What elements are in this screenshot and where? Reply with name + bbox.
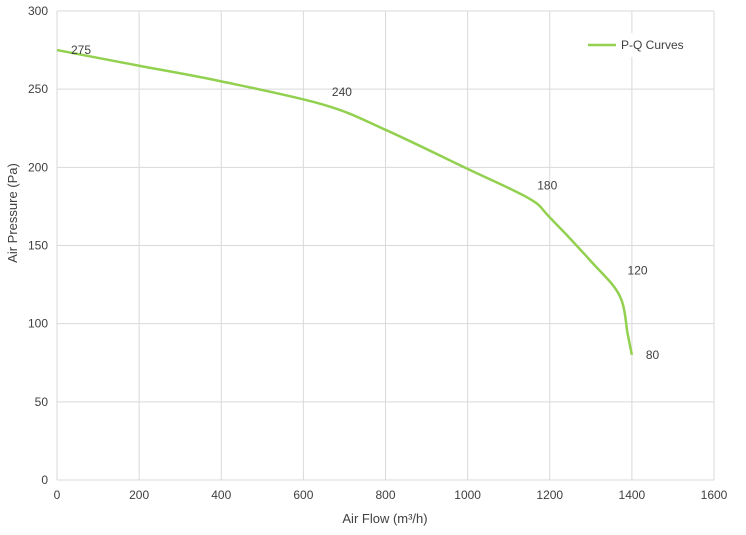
legend-label: P-Q Curves — [621, 38, 684, 52]
y-tick-label: 200 — [28, 160, 48, 174]
series-line — [56, 48, 634, 356]
legend: P-Q Curves — [578, 33, 698, 57]
data-label: 240 — [332, 85, 352, 99]
y-tick-label: 50 — [35, 395, 49, 409]
data-label: 275 — [71, 43, 91, 57]
series-layer — [56, 48, 634, 356]
x-axis-title: Air Flow (m³/h) — [342, 511, 427, 526]
data-label: 120 — [628, 264, 648, 278]
y-tick-label: 100 — [28, 317, 48, 331]
y-tick-label: 0 — [41, 473, 48, 487]
y-axis-ticks: 0 50 100 150 200 250 300 — [28, 4, 48, 487]
gridlines — [56, 10, 715, 481]
y-tick-label: 250 — [28, 82, 48, 96]
y-tick-label: 150 — [28, 239, 48, 253]
x-tick-label: 400 — [211, 488, 231, 502]
x-tick-label: 600 — [293, 488, 313, 502]
x-tick-label: 800 — [375, 488, 395, 502]
x-axis-ticks: 0 200 400 600 800 1000 1200 1400 1600 — [54, 488, 728, 502]
x-tick-label: 1600 — [701, 488, 728, 502]
x-tick-label: 1000 — [454, 488, 481, 502]
y-tick-label: 300 — [28, 4, 48, 18]
data-labels: 275 240 180 120 80 — [71, 43, 660, 362]
y-axis-title: Air Pressure (Pa) — [5, 163, 20, 263]
x-tick-label: 1400 — [619, 488, 646, 502]
x-tick-label: 0 — [54, 488, 61, 502]
data-label: 180 — [537, 179, 557, 193]
x-tick-label: 1200 — [536, 488, 563, 502]
data-label: 80 — [646, 348, 660, 362]
x-tick-label: 200 — [129, 488, 149, 502]
